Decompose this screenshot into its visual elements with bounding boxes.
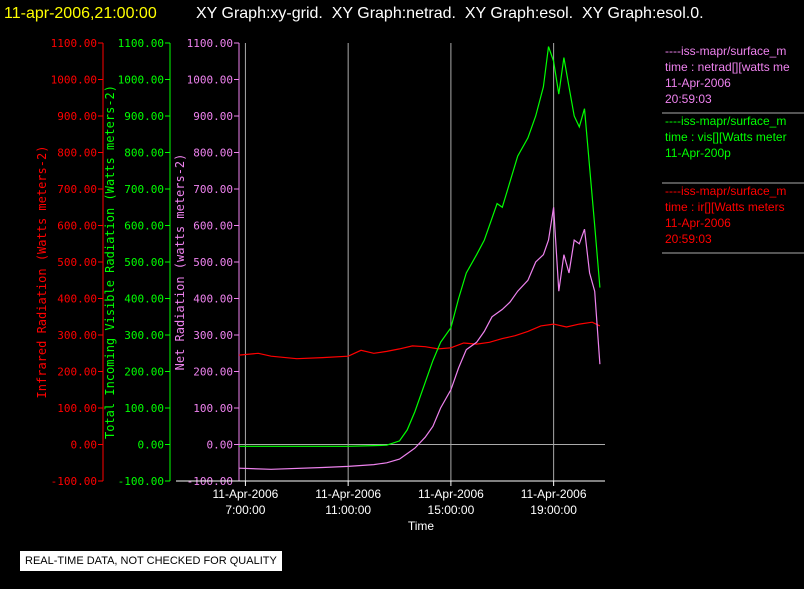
y-tick-label-vis: 100.00 (124, 402, 164, 415)
y-tick-label-ir: 0.00 (71, 439, 98, 452)
y-tick-label-ir: 400.00 (57, 293, 97, 306)
y-tick-label-vis: 500.00 (124, 256, 164, 269)
y-tick-label-vis: 1100.00 (118, 37, 164, 50)
y-tick-label-net: 100.00 (193, 402, 233, 415)
y-tick-label-ir: 800.00 (57, 147, 97, 160)
header-graph-list: XY Graph:xy-grid. XY Graph:netrad. XY Gr… (196, 5, 704, 22)
series-line-net (238, 207, 601, 470)
x-axis: 11-Apr-2006 7:00:00 11-Apr-2006 11:00:00 11-… (176, 480, 605, 517)
y-tick-label-vis: -100.00 (118, 475, 164, 488)
x-tick-label-date: 11-Apr-2006 (521, 487, 587, 501)
x-tick-label-date: 11-Apr-2006 (418, 487, 484, 501)
x-tick-label-time: 19:00:00 (530, 503, 577, 517)
y-tick-label-ir: -100.00 (51, 475, 97, 488)
y-tick-label-net: 200.00 (193, 366, 233, 379)
header-timestamp: 11-apr-2006,21:00:00 (4, 5, 157, 22)
legend-text-line4: 20:59:03 (665, 92, 712, 106)
legend-text-line3: 11-Apr-200p (665, 146, 731, 160)
legend-text-line2: time : netrad[][watts me (665, 60, 790, 74)
legend-text-line4: 20:59:03 (665, 232, 712, 246)
legend-text-line2: time : ir[][Watts meters (665, 200, 785, 214)
y-tick-label-net: 1000.00 (187, 74, 233, 87)
legend-text-line1: ----iss-mapr/surface_m (665, 184, 786, 198)
quality-note: REAL-TIME DATA, NOT CHECKED FOR QUALITY (20, 551, 282, 571)
grid-lines (239, 43, 605, 481)
y-tick-label-ir: 200.00 (57, 366, 97, 379)
data-series (238, 46, 601, 470)
y-tick-label-net: 0.00 (207, 439, 234, 452)
y-tick-label-vis: 1000.00 (118, 74, 164, 87)
x-tick-label-time: 11:00:00 (325, 503, 371, 517)
y-tick-label-vis: 400.00 (124, 293, 164, 306)
y-tick-label-net: 400.00 (193, 293, 233, 306)
x-tick-label-date: 11-Apr-2006 (213, 487, 279, 501)
legend-text-line1: ----iss-mapr/surface_m (665, 114, 786, 128)
y-tick-label-ir: 1100.00 (51, 37, 97, 50)
y-tick-label-net: 700.00 (193, 183, 233, 196)
y-tick-label-ir: 700.00 (57, 183, 97, 196)
legend-text-line3: 11-Apr-2006 (665, 76, 731, 90)
y-tick-label-net: 800.00 (193, 147, 233, 160)
y-tick-label-net: 300.00 (193, 329, 233, 342)
x-tick-label-time: 7:00:00 (225, 503, 265, 517)
y-tick-label-ir: 300.00 (57, 329, 97, 342)
y-tick-label-vis: 900.00 (124, 110, 164, 123)
series-line-ir (238, 321, 601, 360)
y-tick-label-net: 1100.00 (187, 37, 233, 50)
y-tick-label-net: 900.00 (193, 110, 233, 123)
y-tick-label-vis: 800.00 (124, 147, 164, 160)
y-tick-label-vis: 700.00 (124, 183, 164, 196)
y-tick-label-ir: 100.00 (57, 402, 97, 415)
y-axis-label-ir: Infrared Radiation (Watts meters-2) (35, 146, 49, 399)
x-tick-label-date: 11-Apr-2006 (315, 487, 381, 501)
y-tick-label-net: 500.00 (193, 256, 233, 269)
y-axes: 1100.00 1000.00 900.00 800.00 700.00 600.00 50… (35, 37, 240, 488)
y-axis-label-net: Net Radiation (watts meters-2) (173, 154, 187, 371)
legend-text-line2: time : vis[][Watts meter (665, 130, 787, 144)
y-tick-label-vis: 200.00 (124, 366, 164, 379)
y-tick-label-net: 600.00 (193, 220, 233, 233)
x-axis-label: Time (408, 519, 435, 533)
legend-text-line1: ----iss-mapr/surface_m (665, 44, 786, 58)
y-axis-label-vis: Total Incoming Visible Radiation (Watts … (103, 85, 117, 439)
x-tick-label-time: 15:00:00 (428, 503, 475, 517)
y-tick-label-vis: 0.00 (138, 439, 165, 452)
legend-text-line3: 11-Apr-2006 (665, 216, 731, 230)
y-tick-label-vis: 300.00 (124, 329, 164, 342)
y-tick-label-ir: 1000.00 (51, 74, 97, 87)
y-tick-label-ir: 500.00 (57, 256, 97, 269)
y-tick-label-ir: 900.00 (57, 110, 97, 123)
y-tick-label-vis: 600.00 (124, 220, 164, 233)
y-tick-label-ir: 600.00 (57, 220, 97, 233)
series-line-vis (239, 46, 601, 447)
